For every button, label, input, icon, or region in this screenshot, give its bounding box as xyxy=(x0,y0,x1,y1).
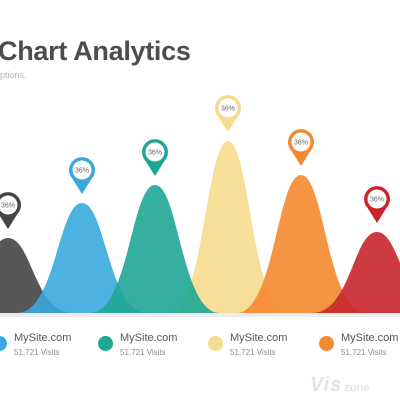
chart-baseline xyxy=(0,313,400,317)
pin-inner-circle xyxy=(72,160,92,180)
legend-site: MySite.com xyxy=(341,332,399,344)
map-pin-marker: 36% xyxy=(69,157,95,194)
map-pin-marker: 36% xyxy=(215,95,242,132)
map-pin-marker: 36% xyxy=(0,192,21,229)
chart-area-4 xyxy=(168,141,288,313)
page-title: Chart Analytics xyxy=(0,36,191,66)
watermark-main: Vis xyxy=(310,374,343,396)
data-label: 36% xyxy=(1,203,15,210)
pin-inner-circle xyxy=(218,98,238,118)
pin-inner-circle xyxy=(367,189,387,209)
chart-area-6 xyxy=(312,232,400,313)
legend-visits: 51,721 Visits xyxy=(341,348,387,357)
page-subtitle: ptions. xyxy=(0,70,27,80)
legend-color-dot xyxy=(0,336,7,351)
legend-item: MySite.com 51,721 Visits xyxy=(208,330,318,370)
chart-area-3 xyxy=(90,185,220,313)
map-pin-marker: 36% xyxy=(142,139,168,176)
legend-item: MySite.com 51,721 Visits xyxy=(319,330,400,370)
legend-visits: 51,721 Visits xyxy=(120,348,166,357)
legend-color-dot xyxy=(208,336,223,351)
data-label: 36% xyxy=(221,106,235,113)
legend-item: MySite.com 51,721 Visits xyxy=(98,330,208,370)
chart-area-5 xyxy=(236,175,366,313)
legend-item: MySite.com 51,721 Visits xyxy=(0,330,102,370)
legend-site: MySite.com xyxy=(120,332,178,344)
data-label: 36% xyxy=(370,197,384,204)
legend-site: MySite.com xyxy=(14,332,72,344)
legend-visits: 51,721 Visits xyxy=(230,348,276,357)
data-label: 36% xyxy=(148,150,162,157)
legend-visits: 51,721 Visits xyxy=(14,348,60,357)
chart-areas xyxy=(0,141,400,313)
chart-area-1 xyxy=(0,238,73,313)
watermark-logo: Vis zone xyxy=(310,374,369,397)
data-label: 36% xyxy=(294,140,308,147)
legend-color-dot xyxy=(98,336,113,351)
data-label: 36% xyxy=(75,168,89,175)
map-pin-marker: 36% xyxy=(363,186,390,223)
pin-inner-circle xyxy=(0,195,18,215)
chart-area-2 xyxy=(17,203,147,313)
pin-inner-circle xyxy=(145,142,165,162)
legend-color-dot xyxy=(319,336,334,351)
watermark-sub: zone xyxy=(344,382,370,394)
pin-inner-circle xyxy=(291,132,311,152)
map-pin-marker: 36% xyxy=(288,129,315,166)
legend-site: MySite.com xyxy=(230,332,288,344)
